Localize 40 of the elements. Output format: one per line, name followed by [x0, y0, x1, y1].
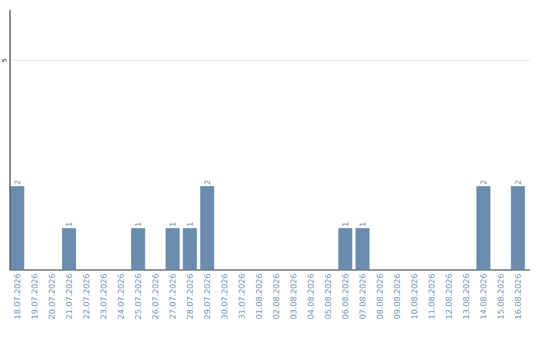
x-tick-label: 03.08.2026	[290, 274, 297, 319]
x-tick-label: 29.07.2026	[204, 274, 210, 319]
x-tick-label: 12.08.2026	[446, 274, 452, 318]
data-label: 1	[170, 222, 176, 226]
x-tick-label: 11.08.2026	[428, 274, 435, 318]
x-tick-label: 13.08.2026	[463, 274, 470, 318]
x-tick-label: 08.08.2026	[376, 274, 383, 319]
data-label: 2	[480, 180, 486, 184]
x-tick-label: 01.08.2026	[256, 274, 262, 319]
x-tick-label: 09.08.2026	[394, 274, 400, 319]
data-label: 2	[514, 180, 521, 184]
data-label: 1	[342, 222, 348, 226]
x-tick-label: 04.08.2026	[308, 274, 314, 319]
x-tick-label: 28.07.2026	[186, 274, 193, 319]
x-tick-label: 30.07.2026	[221, 274, 228, 319]
x-tick-label: 19.07.2026	[31, 274, 38, 318]
x-tick-label: 14.08.2026	[480, 274, 486, 318]
x-tick-label: 27.07.2026	[170, 274, 176, 319]
x-tick-label: 07.08.2026	[360, 274, 366, 319]
x-tick-label: 22.07.2026	[83, 274, 90, 319]
x-tick-label: 06.08.2026	[342, 274, 348, 319]
data-label: 1	[135, 222, 142, 226]
data-label: 1	[360, 222, 366, 226]
x-tick-label: 24.07.2026	[118, 274, 124, 319]
x-tick-label: 25.07.2026	[135, 274, 142, 319]
x-tick-label: 16.08.2026	[514, 274, 521, 318]
x-tick-label: 18.07.2026	[14, 274, 20, 318]
x-tick-label: 15.08.2026	[498, 274, 504, 318]
x-tick-label: 02.08.2026	[273, 274, 280, 319]
data-label: 1	[66, 222, 72, 226]
x-tick-label: 23.07.2026	[100, 274, 107, 319]
x-tick-label: 21.07.2026	[66, 274, 72, 319]
x-tick-label: 26.07.2026	[152, 274, 158, 319]
x-tick-label: 05.08.2026	[324, 274, 332, 319]
x-tick-label: 20.07.2026	[48, 274, 55, 319]
x-tick-label: 10.08.2026	[411, 274, 418, 318]
data-label: 1	[186, 222, 193, 226]
data-label: 2	[204, 180, 210, 184]
x-tick-label: 31.07.2026	[238, 274, 245, 319]
data-label: 2	[14, 180, 20, 184]
